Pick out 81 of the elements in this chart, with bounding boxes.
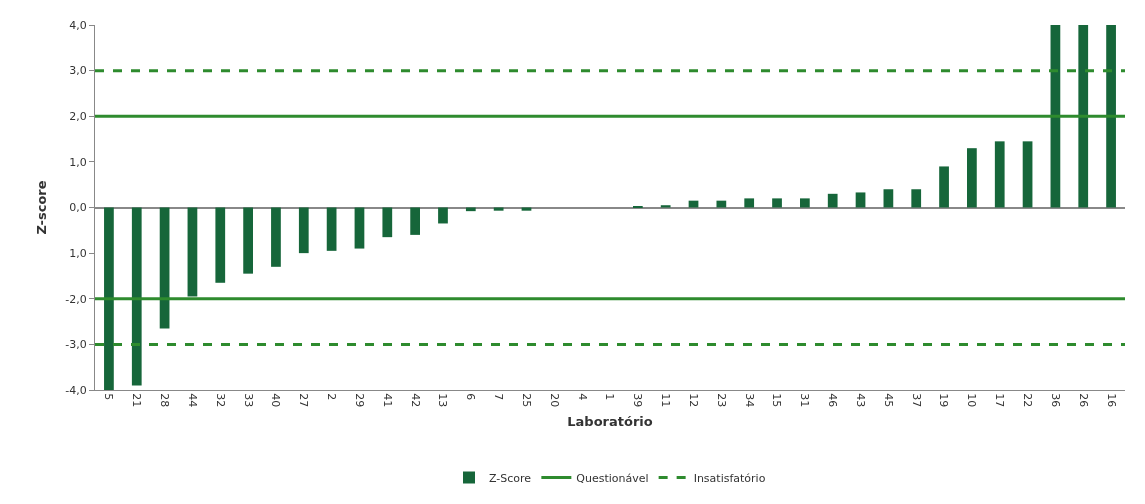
- x-tick-label: 43: [853, 393, 867, 408]
- x-tick-label: 34: [742, 393, 756, 408]
- x-tick-label: 15: [770, 393, 784, 408]
- x-tick-label: 21: [130, 393, 144, 408]
- legend-label: Questionável: [576, 471, 649, 485]
- bar: [772, 198, 782, 208]
- bar: [744, 198, 755, 208]
- x-tick-label: 2: [325, 393, 339, 401]
- x-axis-title: Laboratório: [567, 413, 653, 429]
- bar: [131, 207, 142, 386]
- y-tick-label: 3,0: [69, 64, 87, 78]
- bar: [382, 207, 393, 238]
- bar: [967, 148, 977, 208]
- x-tick-label: 31: [798, 393, 812, 408]
- bar: [187, 207, 198, 297]
- bar: [298, 207, 309, 254]
- bar: [438, 207, 448, 224]
- x-tick-label: 33: [241, 393, 255, 408]
- bar: [994, 141, 1005, 208]
- bar: [243, 207, 253, 274]
- x-tick-label: 46: [826, 393, 840, 408]
- bar: [1050, 25, 1061, 208]
- x-tick-label: 7: [492, 393, 506, 401]
- y-tick-label: 4,0: [69, 18, 87, 32]
- bar: [716, 200, 727, 208]
- y-tick-label: -2,0: [65, 292, 87, 306]
- x-tick-label: 25: [519, 393, 533, 408]
- x-tick-label: 5: [102, 393, 116, 401]
- bar: [660, 205, 671, 208]
- legend-label: Insatisfatório: [693, 471, 766, 485]
- y-axis-title: Z-score: [34, 180, 50, 235]
- x-tick-label: 42: [408, 393, 422, 408]
- bar: [104, 207, 114, 390]
- bar: [911, 189, 922, 208]
- bar: [326, 207, 337, 251]
- bar: [688, 200, 699, 208]
- bar: [215, 207, 226, 283]
- x-tick-label: 41: [380, 393, 394, 408]
- bar: [410, 207, 421, 235]
- x-tick-label: 6: [464, 393, 478, 401]
- y-tick-label: -4,0: [65, 383, 87, 397]
- x-tick-label: 27: [297, 393, 311, 408]
- x-tick-label: 1: [603, 393, 617, 401]
- bar: [493, 207, 504, 211]
- x-tick-label: 37: [909, 393, 923, 408]
- bar: [855, 192, 866, 208]
- bar: [827, 193, 838, 208]
- x-tick-label: 11: [659, 393, 673, 408]
- y-tick-label: 1,0: [69, 155, 87, 169]
- x-tick-label: 16: [1104, 393, 1118, 408]
- x-tick-label: 17: [993, 393, 1007, 408]
- bar: [883, 189, 894, 208]
- y-tick-label: 1,0: [69, 246, 87, 260]
- y-tick-label: -3,0: [65, 338, 87, 352]
- bar: [1022, 141, 1033, 208]
- x-tick-label: 26: [1076, 393, 1090, 408]
- x-tick-label: 13: [436, 393, 450, 408]
- x-tick-label: 29: [352, 393, 366, 408]
- x-tick-label: 4: [575, 393, 589, 401]
- bar: [799, 198, 810, 208]
- bar: [271, 207, 281, 267]
- x-tick-label: 23: [714, 393, 728, 408]
- x-tick-label: 12: [686, 393, 700, 408]
- x-tick-label: 40: [269, 393, 283, 408]
- y-tick-label: 0,0: [69, 201, 87, 215]
- x-tick-label: 32: [213, 393, 227, 408]
- x-tick-label: 45: [881, 393, 895, 408]
- x-tick-label: 19: [937, 393, 951, 408]
- bar: [1106, 25, 1116, 208]
- x-tick-label: 28: [158, 393, 172, 408]
- x-tick-label: 39: [631, 393, 645, 408]
- x-tick-label: 44: [185, 393, 199, 408]
- bar: [1078, 25, 1089, 208]
- y-tick-label: 2,0: [69, 110, 87, 124]
- x-tick-label: 36: [1048, 393, 1062, 408]
- x-tick-label: 20: [547, 393, 561, 408]
- legend-label: Z-Score: [489, 471, 532, 485]
- x-tick-label: 10: [965, 393, 979, 408]
- bar: [354, 207, 365, 249]
- bar: [939, 166, 949, 208]
- x-tick-label: 22: [1020, 393, 1034, 408]
